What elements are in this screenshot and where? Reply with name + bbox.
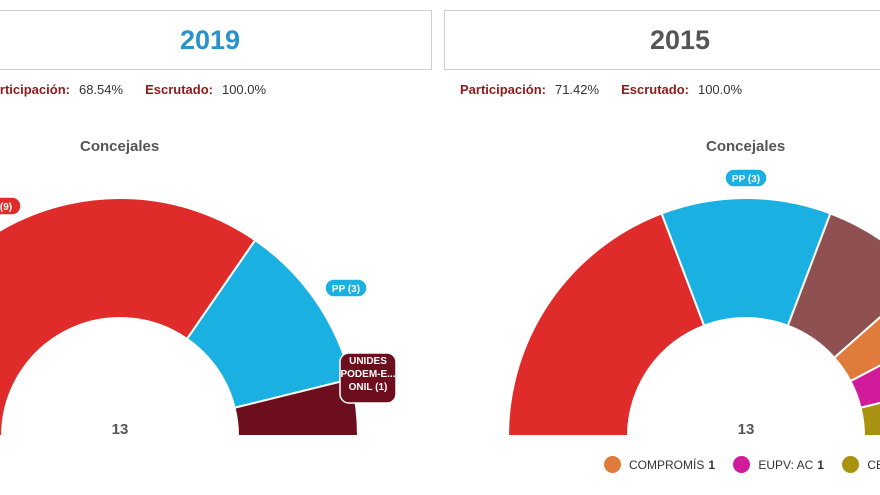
seat-slice-psoe[interactable] bbox=[0, 197, 257, 437]
legend-label: EUPV: AC bbox=[758, 457, 814, 472]
slice-label-text: ONIL (1) bbox=[349, 382, 388, 393]
stats-row: Participación: 71.42% Escrutado: 100.0% bbox=[460, 82, 764, 97]
slice-label-text: PP (3) bbox=[332, 284, 360, 295]
stats-row: Participación: 68.54% Escrutado: 100.0% bbox=[0, 82, 288, 97]
year-header: 2019 bbox=[0, 10, 432, 70]
slice-label-text: PP (3) bbox=[732, 174, 760, 185]
slice-label: (9) bbox=[0, 196, 22, 216]
slice-label-text: (9) bbox=[0, 202, 12, 213]
seat-slice-cet[interactable] bbox=[859, 379, 880, 437]
participacion-value: 71.42% bbox=[554, 82, 600, 97]
seats-semicircle-chart: PSOE (5)PP (3)13 bbox=[506, 168, 880, 438]
total-seats-label: 13 bbox=[738, 421, 755, 438]
results-panel-2019: 2019 Participación: 68.54% Escrutado: 100.0… bbox=[0, 10, 432, 438]
legend-item-cet[interactable]: CET 1 bbox=[842, 456, 880, 473]
legend-value: 1 bbox=[708, 457, 716, 472]
legend-label: CET bbox=[867, 457, 880, 472]
escrutado-label: Escrutado: bbox=[621, 82, 689, 97]
participacion-value: 68.54% bbox=[78, 82, 124, 97]
slice-label: PP (3) bbox=[324, 278, 368, 298]
slice-label-text: PODEM-E... bbox=[340, 369, 395, 380]
year-title: 2019 bbox=[179, 24, 241, 55]
legend-swatch bbox=[733, 456, 751, 473]
escrutado-value: 100.0% bbox=[221, 82, 267, 97]
legend-swatch bbox=[604, 456, 621, 473]
year-header: 2015 bbox=[444, 10, 880, 70]
participacion-label: Participación: bbox=[460, 82, 546, 97]
chart-legend: COMPROMÍS 1 EUPV: AC 1 CET 1 bbox=[604, 456, 880, 476]
seat-slice-psoe[interactable] bbox=[506, 212, 706, 437]
concejales-title: Concejales bbox=[80, 138, 160, 155]
slice-label: UNIDES PODEM-E... ONIL (1) bbox=[339, 352, 397, 404]
escrutado-label: Escrutado: bbox=[145, 82, 213, 97]
legend-item-compromis[interactable]: COMPROMÍS 1 bbox=[604, 456, 715, 473]
seat-slice-other[interactable] bbox=[786, 212, 880, 360]
seats-semicircle-chart: (9) PP (3) UNIDES PODEM-E... ONIL (1) 13 bbox=[0, 196, 397, 438]
seat-slice-eupv-ac[interactable] bbox=[849, 325, 880, 409]
slice-label: PP (3) bbox=[724, 168, 768, 188]
slice-label-text: UNIDES bbox=[349, 356, 387, 367]
legend-value: 1 bbox=[817, 457, 824, 472]
total-seats-label: 13 bbox=[112, 421, 129, 438]
legend-swatch bbox=[842, 456, 860, 473]
escrutado-value: 100.0% bbox=[697, 82, 743, 97]
seat-slice-comprom-s[interactable] bbox=[832, 278, 880, 383]
results-panel-2015: 2015 Participación: 71.42% Escrutado: 100.0… bbox=[440, 0, 880, 495]
concejales-title: Concejales bbox=[706, 138, 786, 155]
year-title: 2015 bbox=[649, 24, 711, 55]
legend-label: COMPROMÍS bbox=[629, 457, 705, 472]
participacion-label: Participación: bbox=[0, 82, 70, 97]
legend-item-eupv[interactable]: EUPV: AC 1 bbox=[733, 456, 824, 473]
